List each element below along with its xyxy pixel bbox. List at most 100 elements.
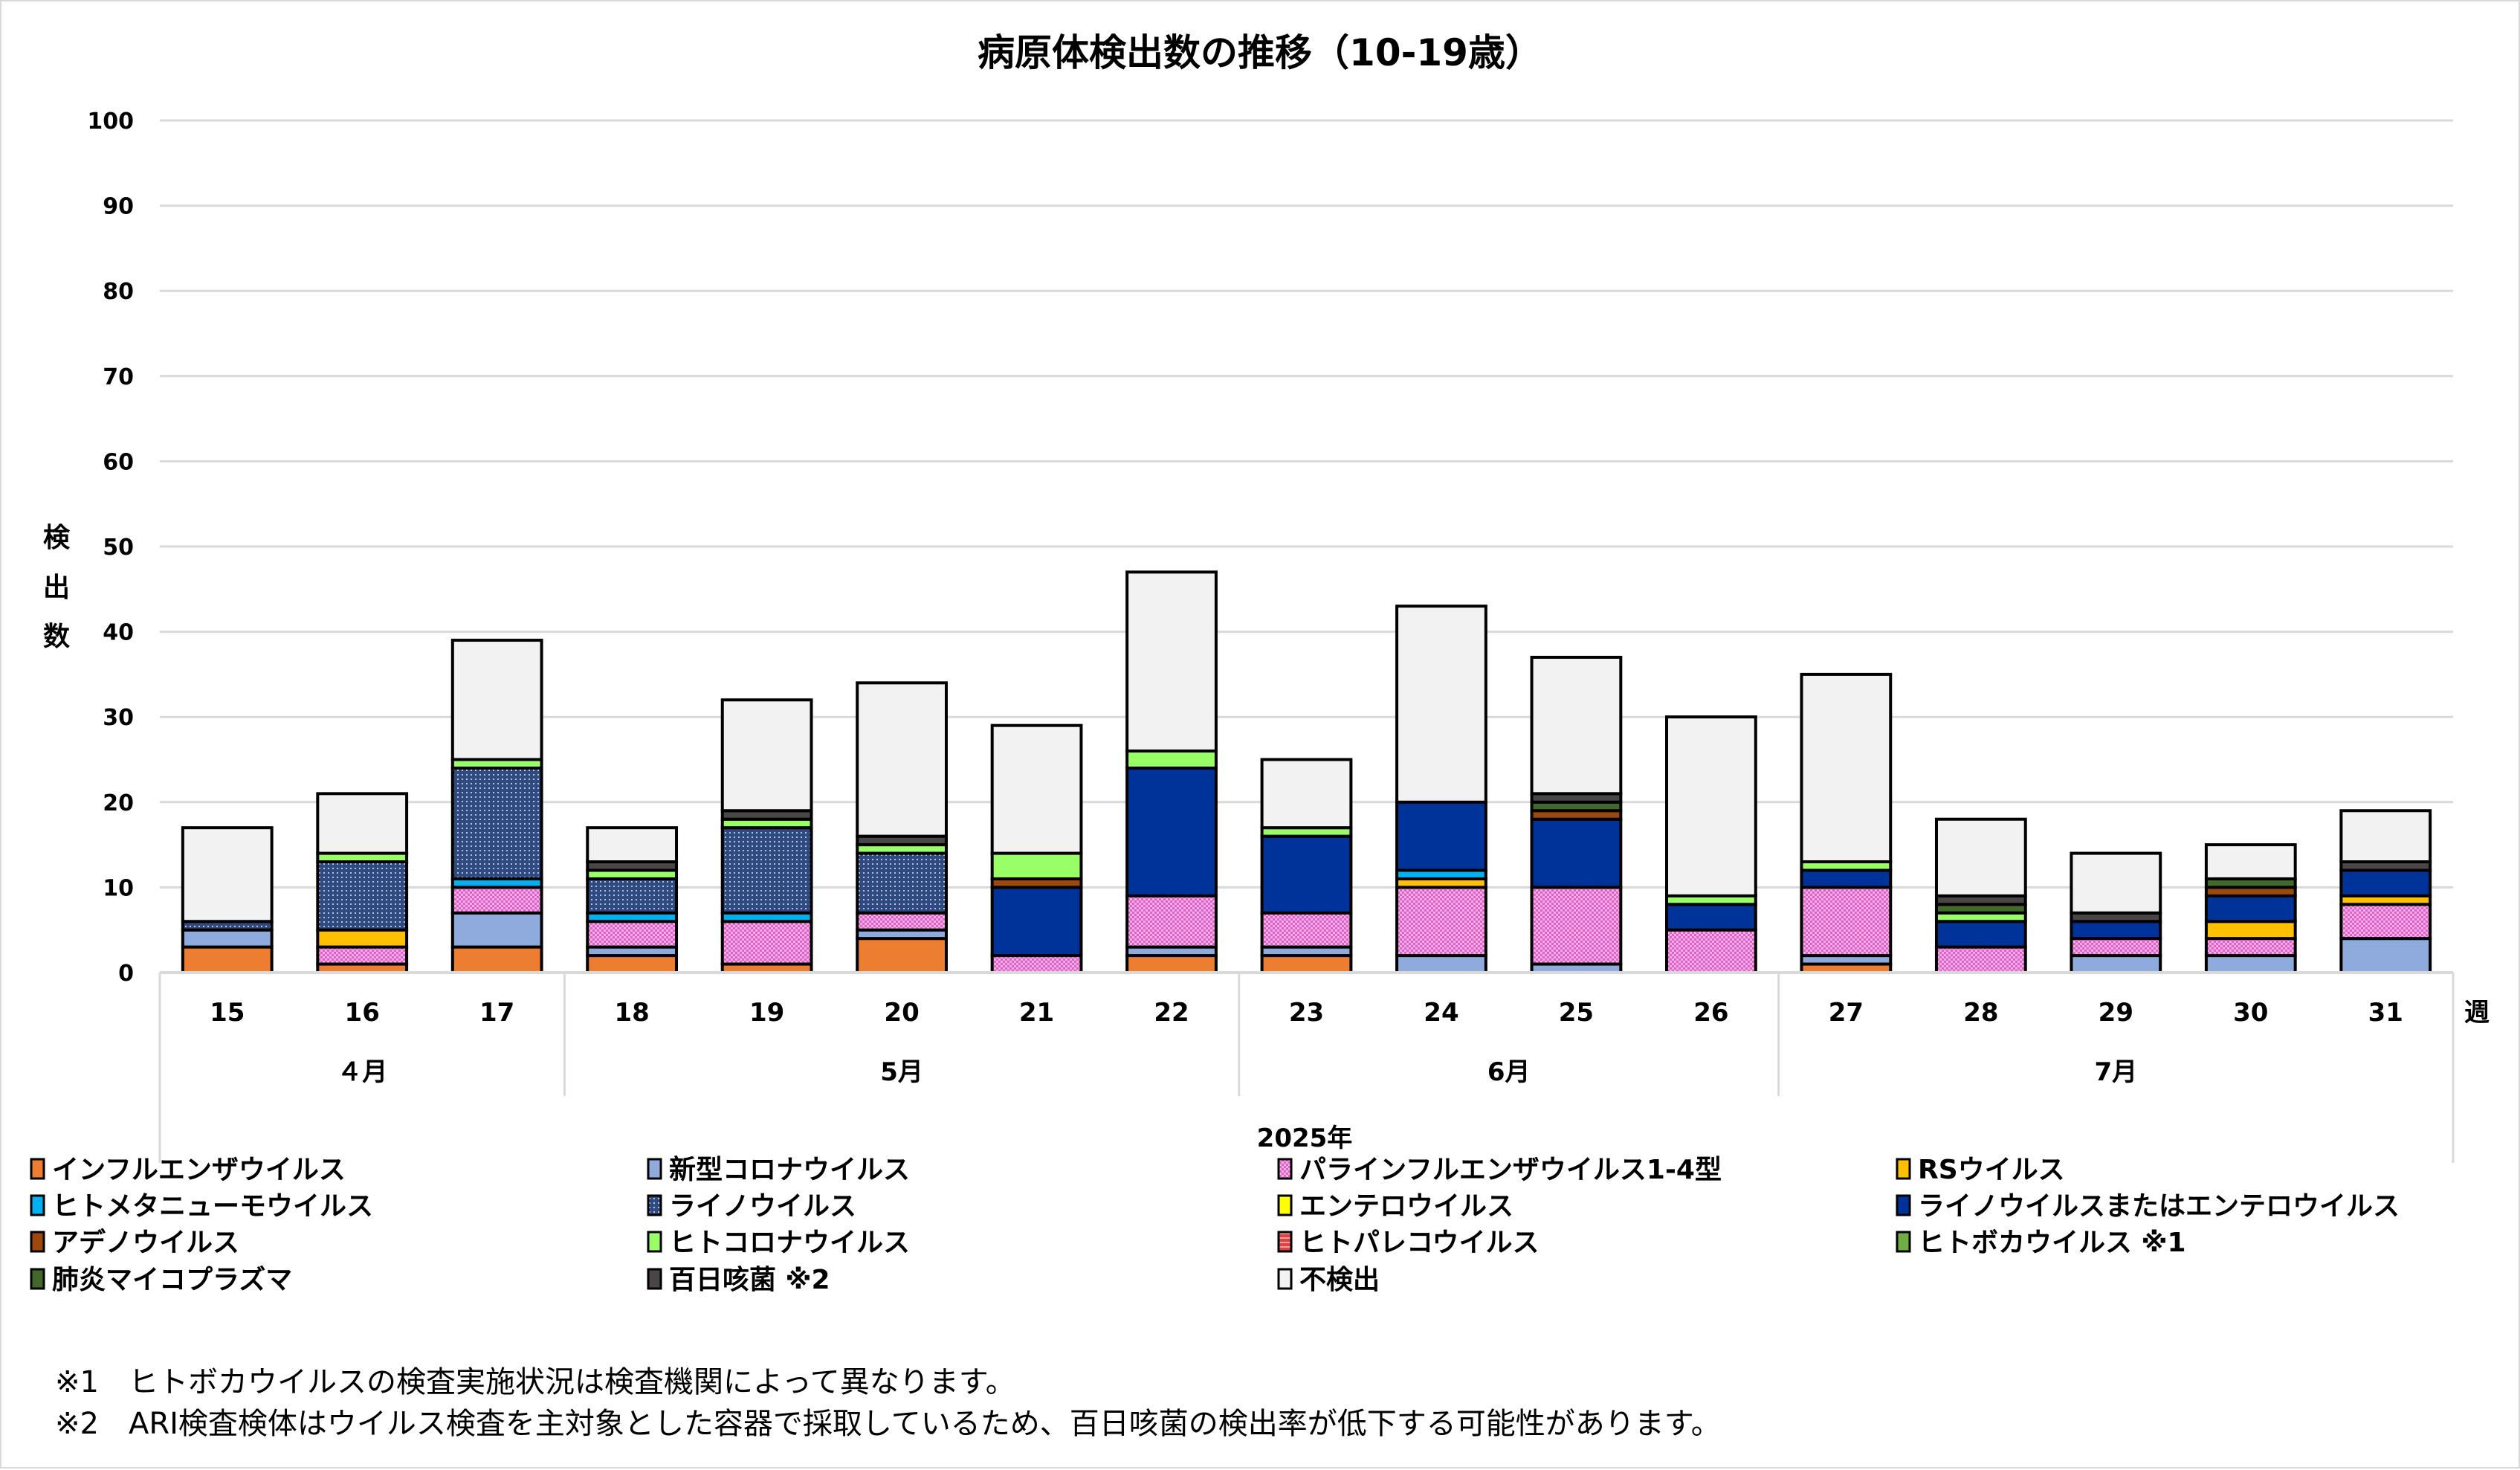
x-tick-label: 20 xyxy=(884,998,919,1028)
legend-item: 百日咳菌 ※2 xyxy=(647,1265,830,1295)
legend-label: アデノウイルス xyxy=(52,1227,239,1258)
bar-segment xyxy=(2204,920,2297,941)
legend-item: インフルエンザウイルス xyxy=(30,1155,346,1185)
bar-segment xyxy=(720,698,813,813)
x-tick-label: 15 xyxy=(210,998,245,1028)
legend-label: ライノウイルス xyxy=(669,1191,856,1222)
legend-label: ライノウイルスまたはエンテロウイルス xyxy=(1918,1191,2400,1222)
legend-label: インフルエンザウイルス xyxy=(52,1155,346,1185)
x-tick-label: 17 xyxy=(479,998,514,1028)
legend-swatch xyxy=(1277,1194,1293,1216)
legend-swatch xyxy=(30,1231,45,1253)
bar-week-27 xyxy=(1800,672,1893,975)
y-tick-label: 50 xyxy=(103,535,134,561)
bar-segment xyxy=(1800,868,1893,889)
bar-segment xyxy=(856,681,948,838)
bar-segment xyxy=(450,639,543,761)
bar-segment xyxy=(2204,937,2297,958)
legend-swatch xyxy=(647,1158,662,1180)
bar-segment xyxy=(2204,954,2297,974)
bar-segment xyxy=(316,792,409,855)
y-tick-label: 30 xyxy=(103,705,134,731)
x-tick-label: 16 xyxy=(345,998,380,1028)
bar-segment xyxy=(1125,570,1218,753)
bar-segment xyxy=(1260,758,1353,830)
bar-segment xyxy=(720,920,813,966)
legend-swatch xyxy=(1896,1194,1911,1216)
legend-label: 百日咳菌 ※2 xyxy=(669,1265,830,1295)
bar-segment xyxy=(586,877,679,915)
legend-swatch xyxy=(1277,1158,1293,1180)
bar-week-22 xyxy=(1125,570,1218,974)
x-tick-label: 26 xyxy=(1693,998,1728,1028)
x-tick-label: 31 xyxy=(2368,998,2403,1028)
legend-label: ヒトコロナウイルス xyxy=(669,1228,910,1258)
x-tick-label: 24 xyxy=(1424,998,1458,1028)
bar-week-18 xyxy=(586,826,679,974)
y-tick-label: 80 xyxy=(103,279,134,305)
bar-segment xyxy=(2339,937,2432,975)
legend-label: RSウイルス xyxy=(1918,1155,2065,1185)
x-tick-label: 30 xyxy=(2233,998,2268,1028)
footnote-1: ※1 ヒトボカウイルスの検査実施状況は検査機関によって異なります。 xyxy=(55,1365,1015,1399)
bar-segment xyxy=(856,911,948,932)
bar-segment xyxy=(1260,834,1353,915)
y-axis-label: 検 出 数 xyxy=(43,523,71,652)
legend-label: 肺炎マイコプラズマ xyxy=(52,1264,292,1295)
legend-label: パラインフルエンザウイルス1-4型 xyxy=(1299,1155,1722,1185)
bar-segment xyxy=(316,860,409,932)
bar-segment xyxy=(1395,886,1487,958)
bar-segment xyxy=(1395,954,1487,974)
bar-segment xyxy=(720,826,813,915)
bar-segment xyxy=(586,920,679,949)
bar-segment xyxy=(1530,886,1623,966)
bar-week-30 xyxy=(2204,843,2297,974)
bar-segment xyxy=(990,851,1083,880)
x-axis-label: 週 xyxy=(2464,998,2490,1028)
bar-segment xyxy=(990,723,1083,855)
bar-week-24 xyxy=(1395,605,1487,974)
bar-segment xyxy=(181,928,274,949)
legend-item: 新型コロナウイルス xyxy=(647,1155,910,1185)
x-tick-label: 28 xyxy=(1963,998,1998,1028)
bar-week-17 xyxy=(450,639,543,974)
bar-segment xyxy=(1125,766,1218,897)
bar-segment xyxy=(450,945,543,974)
bars xyxy=(181,570,2432,975)
bar-segment xyxy=(1125,894,1218,949)
bar-segment xyxy=(1530,817,1623,889)
bar-week-21 xyxy=(990,723,1083,974)
legend-item: ヒトコロナウイルス xyxy=(647,1228,910,1258)
x-tick-label: 21 xyxy=(1019,998,1054,1028)
bar-week-20 xyxy=(856,681,948,975)
bar-segment xyxy=(2204,843,2297,880)
legend-item: 肺炎マイコプラズマ xyxy=(30,1264,292,1295)
legend-swatch xyxy=(647,1231,662,1253)
bar-segment xyxy=(2339,809,2432,864)
bar-segment xyxy=(1800,886,1893,958)
x-tick-label: 19 xyxy=(749,998,784,1028)
legend-item: アデノウイルス xyxy=(30,1227,239,1258)
y-tick-label: 100 xyxy=(87,109,134,135)
bar-segment xyxy=(586,954,679,974)
legend-item: ライノウイルス xyxy=(647,1191,856,1222)
bar-segment xyxy=(856,937,948,975)
bar-segment xyxy=(2339,903,2432,941)
footnote-2: ※2 ARI検査検体はウイルス検査を主対象とした容器で採取しているため、百日咳菌… xyxy=(55,1407,1721,1441)
x-tick-label: 22 xyxy=(1154,998,1189,1028)
bar-segment xyxy=(1934,945,2027,974)
legend-swatch xyxy=(30,1194,45,1216)
chart-title: 病原体検出数の推移（10-19歳） xyxy=(978,31,1542,74)
bar-segment xyxy=(450,886,543,915)
bar-segment xyxy=(2070,954,2162,974)
legend-item: ライノウイルスまたはエンテロウイルス xyxy=(1896,1191,2400,1222)
month-label: ４月 xyxy=(337,1057,387,1087)
bar-week-23 xyxy=(1260,758,1353,974)
bar-segment xyxy=(1934,920,2027,949)
bar-segment xyxy=(450,766,543,880)
legend-swatch xyxy=(30,1268,45,1290)
legend-item: ヒトパレコウイルス xyxy=(1277,1228,1540,1258)
y-tick-label: 90 xyxy=(103,194,134,220)
y-tick-label: 60 xyxy=(103,449,134,475)
